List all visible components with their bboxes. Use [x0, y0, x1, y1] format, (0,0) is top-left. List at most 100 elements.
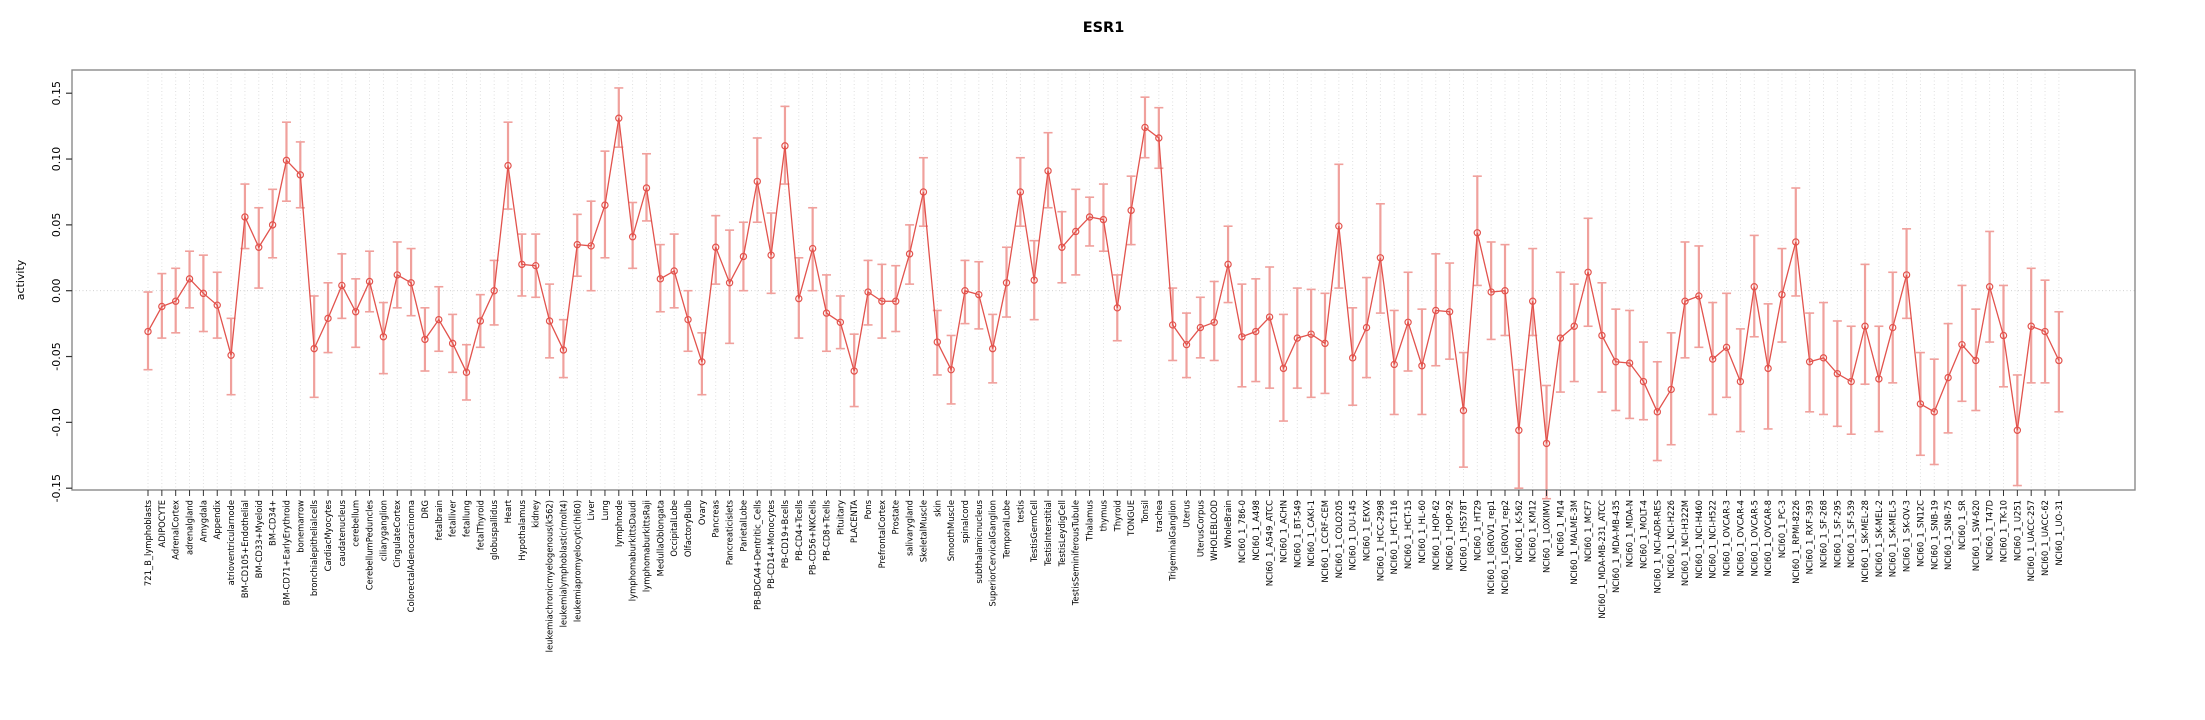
- x-axis-category-label: CerebellumPeduncles: [365, 500, 375, 590]
- x-axis-category-label: NCI60_1_UACC-257: [2026, 500, 2036, 581]
- x-axis-category-label: NCI60_1_HCC-2998: [1375, 500, 1385, 581]
- data-point: [1072, 227, 1080, 236]
- data-point: [144, 327, 152, 336]
- x-axis-category-label: caudatenucleus: [337, 500, 347, 566]
- x-axis-category-label: NCI60_1_HCT-116: [1389, 500, 1399, 574]
- data-point: [1750, 283, 1758, 291]
- x-axis-category-label: NCI60_1_DU-145: [1348, 500, 1358, 571]
- x-axis-category-label: NCI60_1_IGROV1_rep2: [1500, 500, 1510, 594]
- x-axis-category-label: TONGUE: [1126, 500, 1136, 537]
- x-axis-category-label: Amygdala: [198, 500, 208, 542]
- data-point: [1335, 222, 1343, 230]
- data-point: [864, 288, 872, 296]
- x-axis-category-label: NCI60_1_COLO205: [1334, 500, 1344, 578]
- x-axis-category-label: TestisSeminiferousTubule: [1071, 500, 1081, 606]
- x-axis-category-label: lymphnode: [614, 500, 624, 547]
- data-point: [1584, 268, 1592, 276]
- data-point: [379, 333, 388, 341]
- data-point: [1958, 340, 1966, 349]
- x-axis-category-label: kidney: [531, 500, 541, 528]
- x-axis-category-label: NCI60_1_OVCAR-8: [1763, 500, 1773, 577]
- x-axis-category-label: NCI60_1_SF-268: [1818, 500, 1828, 568]
- data-point: [532, 261, 540, 270]
- data-point: [1058, 243, 1066, 251]
- x-axis-category-label: spinalcord: [960, 500, 970, 543]
- data-point: [1778, 290, 1786, 299]
- x-axis-category-label: NCI60_1_SNB-75: [1943, 500, 1953, 570]
- x-axis-category-label: PB-CD19+Bcells: [780, 500, 790, 568]
- y-axis-tick-label: 0.00: [50, 278, 63, 303]
- data-point: [850, 367, 858, 375]
- x-axis-category-label: Ovary: [697, 500, 707, 525]
- x-axis-category-label: Pituitary: [835, 500, 845, 535]
- x-axis-category-label: cerebellum: [351, 500, 361, 547]
- x-axis-category-label: BM-CD34+: [268, 500, 278, 546]
- x-axis-category-label: UterusCorpus: [1195, 500, 1205, 557]
- x-axis-category-label: TestisInterstitial: [1043, 500, 1053, 567]
- data-point: [795, 294, 803, 303]
- data-point: [365, 277, 374, 286]
- x-axis-category-label: Thalamus: [1085, 500, 1095, 542]
- data-point: [1252, 327, 1260, 336]
- y-axis-tick-label: -0.05: [50, 342, 63, 370]
- data-point: [1598, 331, 1606, 340]
- x-axis-category-label: SkeletalMuscle: [918, 500, 928, 562]
- data-point: [1196, 323, 1205, 332]
- data-point: [1473, 229, 1482, 237]
- x-axis-category-label: SmoothMuscle: [946, 500, 956, 561]
- x-axis-category-label: fetalliver: [448, 499, 458, 537]
- x-axis-category-label: Thyroid: [1112, 500, 1122, 532]
- data-point: [1085, 213, 1094, 221]
- x-axis-category-label: NCI60_1_RXF-393: [1805, 500, 1815, 574]
- data-point: [1445, 308, 1454, 316]
- x-axis-category-label: NCI60_1_NCI-H322M: [1680, 500, 1690, 586]
- data-point: [462, 368, 471, 377]
- data-point: [241, 213, 249, 221]
- x-axis-category-label: NCI60_1_UACC-62: [2040, 500, 2050, 576]
- x-axis-category-label: NCI60_1_SN12C: [1915, 500, 1925, 567]
- data-point: [268, 221, 277, 229]
- data-point: [587, 242, 595, 250]
- x-axis-category-label: OccipitalLobe: [669, 500, 679, 557]
- x-axis-category-label: bronchialepithelialcells: [309, 500, 319, 596]
- x-axis-category-label: PB-CD56+NKCells: [808, 500, 818, 575]
- x-axis-category-label: NCI60_1_MCF7: [1583, 500, 1593, 562]
- x-axis-category-label: CingulateCortex: [392, 500, 402, 568]
- x-axis-category-label: NCI60_1_ACHN: [1278, 500, 1288, 563]
- x-axis-category-label: MedullaOblongata: [655, 500, 665, 576]
- x-axis-category-label: NCI60_1_UO-31: [2054, 500, 2064, 566]
- y-axis-tick-label: -0.10: [50, 408, 63, 436]
- data-point: [1681, 297, 1689, 305]
- data-point: [656, 275, 665, 283]
- x-axis-category-label: fetalbrain: [434, 500, 444, 540]
- x-axis-category-label: NCI60_1_CAKI-1: [1306, 500, 1316, 567]
- data-point: [1695, 292, 1703, 300]
- data-point: [878, 297, 886, 305]
- data-point: [1155, 134, 1163, 142]
- data-point: [1501, 287, 1509, 295]
- x-axis-category-label: NCI60_1_PC-3: [1777, 500, 1787, 558]
- data-point: [601, 201, 609, 209]
- x-axis-category-label: SuperiorCervicalGanglion: [988, 500, 998, 607]
- data-point: [1127, 206, 1135, 215]
- data-point: [1639, 377, 1648, 386]
- x-axis-category-label: Lung: [600, 500, 610, 520]
- x-axis-category-label: leukemialymphoblastic(molt4): [558, 500, 568, 627]
- data-point: [1792, 238, 1800, 246]
- x-axis-category-label: NCI60_1_SK-MEL-5: [1888, 500, 1898, 577]
- x-axis-category-label: NCI60_1_HCT-15: [1403, 500, 1413, 569]
- data-point: [1044, 167, 1052, 175]
- x-axis-category-label: Hypothalamus: [517, 500, 527, 561]
- data-point: [1889, 323, 1897, 332]
- data-point: [393, 271, 401, 279]
- x-axis-category-label: fetallung: [461, 500, 471, 537]
- data-point: [628, 233, 637, 241]
- data-point: [490, 287, 498, 295]
- data-point: [1570, 322, 1578, 330]
- data-point: [1556, 334, 1565, 342]
- x-axis-category-label: NCI60_1_MDA-N: [1625, 500, 1635, 567]
- x-axis-category-label: NCI60_1_NCI-H460: [1694, 500, 1704, 579]
- data-point: [504, 161, 512, 170]
